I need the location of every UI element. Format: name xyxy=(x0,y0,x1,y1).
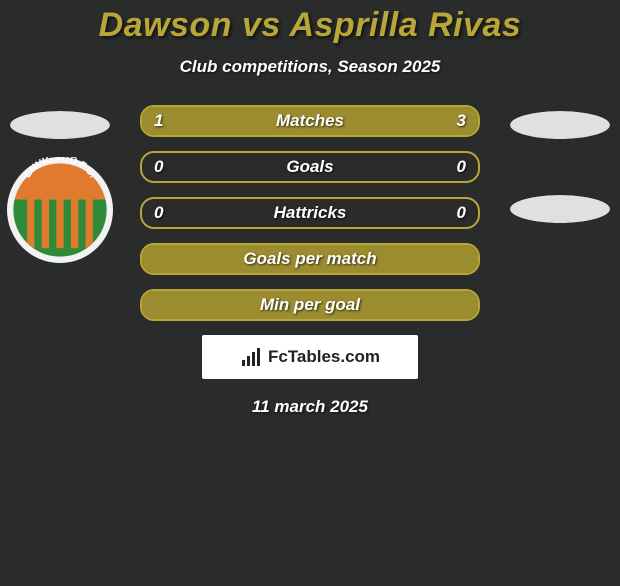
club-crest-placeholder-icon xyxy=(510,195,610,223)
stat-row: Goals0 0 xyxy=(140,151,480,183)
page-title: Dawson vs Asprilla Rivas xyxy=(0,6,620,45)
player-avatar-placeholder-icon xyxy=(10,111,110,139)
bar-chart-icon xyxy=(240,346,262,368)
player-avatar-placeholder-icon xyxy=(510,111,610,139)
brand-text: FcTables.com xyxy=(268,347,380,367)
stat-row: Matches13 xyxy=(140,105,480,137)
brand-card: FcTables.com xyxy=(202,335,418,379)
stat-value-right: 0 xyxy=(457,199,466,227)
right-player-column xyxy=(500,105,620,223)
stat-row: Hattricks0 0 xyxy=(140,197,480,229)
footer-date: 11 march 2025 xyxy=(0,397,620,417)
stat-row: Goals per match xyxy=(140,243,480,275)
stat-label: Hattricks xyxy=(142,199,478,227)
stat-label: Goals xyxy=(142,153,478,181)
stat-value-right: 3 xyxy=(457,107,466,135)
stats-area: ENVIGADO F.C. Matches13Goals00Hattricks0… xyxy=(0,105,620,417)
subtitle: Club competitions, Season 2025 xyxy=(0,57,620,77)
stat-value-left: 0 xyxy=(154,199,163,227)
stat-value-right: 0 xyxy=(457,153,466,181)
stat-rows: Matches13Goals00Hattricks00Goals per mat… xyxy=(140,105,480,321)
stat-row: Min per goal xyxy=(140,289,480,321)
stat-fill-right xyxy=(226,107,478,135)
stat-value-left: 0 xyxy=(154,153,163,181)
stat-fill-left xyxy=(142,291,478,319)
stat-value-left: 1 xyxy=(154,107,163,135)
stat-fill-left xyxy=(142,245,478,273)
left-player-column: ENVIGADO F.C. xyxy=(0,105,120,263)
club-crest-icon: ENVIGADO F.C. xyxy=(7,157,113,263)
